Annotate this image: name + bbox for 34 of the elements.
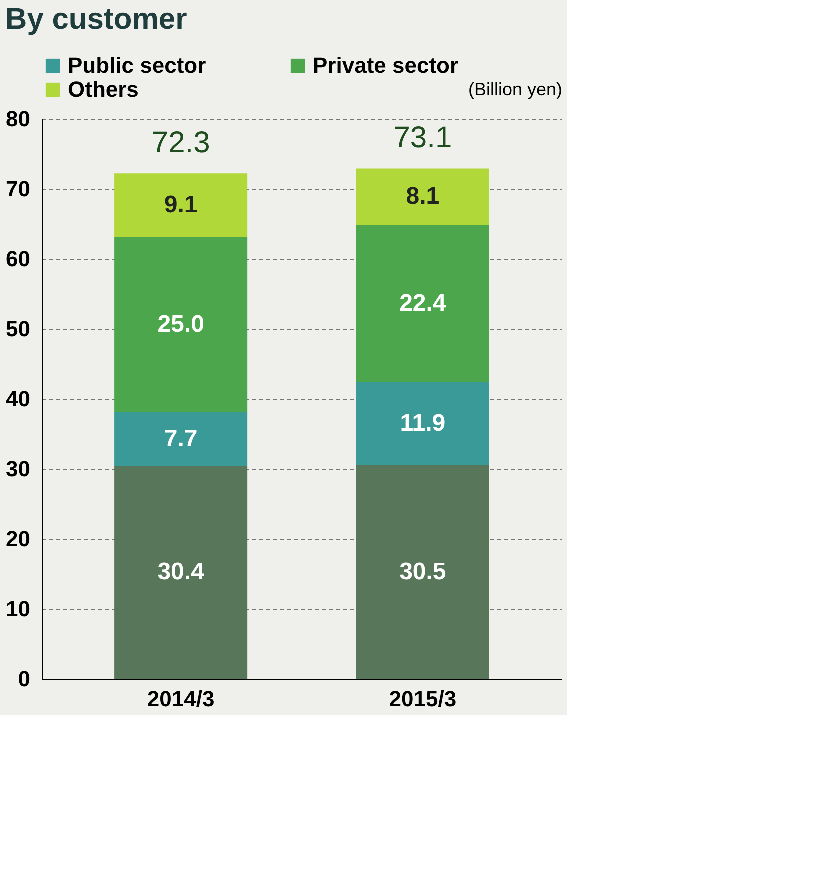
legend-label: Others	[68, 77, 139, 102]
bar	[356, 382, 490, 466]
y-tick-label: 80	[6, 106, 30, 132]
data-label: 25.0	[158, 310, 204, 338]
data-label: 7.7	[164, 425, 198, 452]
y-tick-label: 0	[18, 666, 30, 692]
y-tick-label: 10	[6, 596, 30, 622]
bar	[356, 168, 490, 226]
legend-label: Public sector	[68, 53, 207, 78]
bar	[356, 466, 490, 679]
data-label: 8.1	[406, 183, 440, 210]
y-tick-label: 40	[6, 386, 30, 412]
x-tick-label: 2014/3	[147, 686, 215, 712]
bar	[114, 174, 248, 238]
bar	[114, 466, 248, 679]
bar	[114, 412, 248, 466]
data-label: 30.5	[400, 558, 446, 586]
total-label: 72.3	[152, 126, 210, 160]
legend-label: Private sector	[313, 53, 459, 78]
y-tick-label: 70	[6, 176, 30, 202]
y-tick-label: 50	[6, 316, 30, 342]
data-label: 11.9	[400, 410, 446, 437]
bar	[356, 225, 490, 382]
data-label: 9.1	[164, 191, 198, 218]
y-tick-label: 20	[6, 526, 30, 552]
y-tick-label: 30	[6, 456, 30, 482]
y-tick-label: 60	[6, 246, 30, 272]
data-label: 30.4	[158, 558, 206, 586]
x-tick-label: 2015/3	[389, 686, 457, 712]
chart-title: By customer	[6, 3, 188, 36]
bar	[114, 237, 248, 412]
y-axis-title: (Billion yen)	[468, 80, 562, 100]
data-label: 22.4	[400, 290, 447, 317]
total-label: 73.1	[394, 122, 452, 155]
